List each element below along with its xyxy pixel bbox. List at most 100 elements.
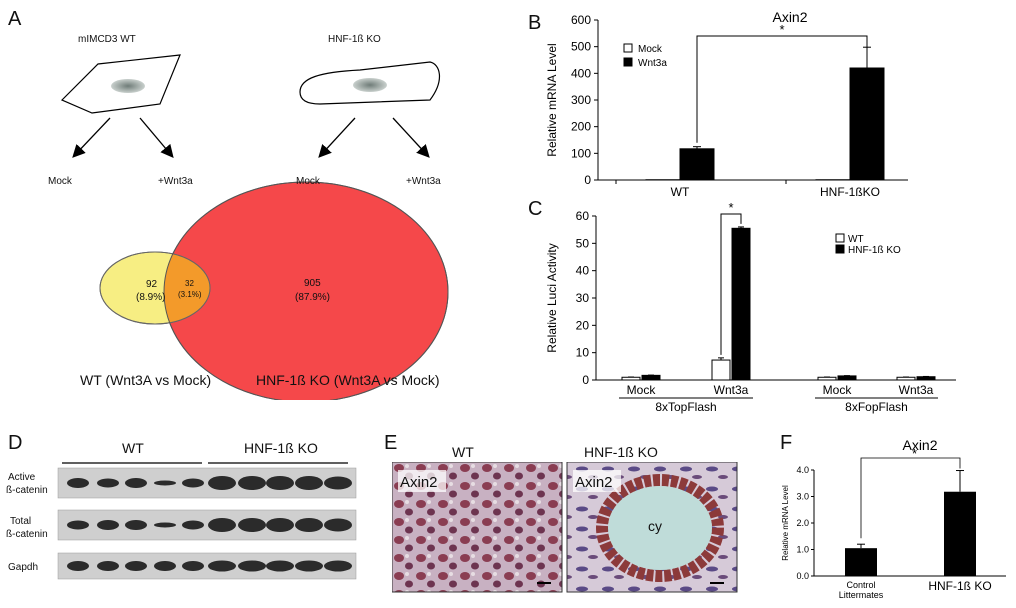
f-significance-bracket [860,457,961,539]
c-significance-bracket [720,213,742,355]
b-legend-label: Mock [638,44,663,55]
arrow-label-ko-wnt3a: +Wnt3a [406,176,441,187]
blot-band [182,520,204,530]
panel-d-letter: D [8,432,23,454]
histo-wt-title: WT [452,444,474,460]
f-xtick-label: Control [846,580,875,590]
venn-left-pct: (8.9%) [136,292,166,303]
western-blot [57,462,357,580]
b-ytick-label: 100 [571,146,591,160]
arrow-wt-mock [72,117,111,158]
blot-row-total-1: Total [10,516,32,527]
blot-wt-label: WT [122,440,144,456]
c-significance-star: * [728,200,733,215]
b-ytick-label: 500 [571,40,591,54]
ko-cell-label: HNF-1ß KO [328,34,381,45]
blot-band [208,560,236,572]
scale-bar-wt [537,582,551,584]
c-bar-ko [916,376,936,381]
f-ytick-label: 3.0 [796,492,809,502]
blot-band [125,520,147,530]
blot-band [182,478,204,488]
b-significance-bracket [696,35,868,143]
ko-cell-nucleus [353,78,387,92]
b-ytick-label: 200 [571,120,591,134]
venn-right-pct: (87.9%) [295,292,331,303]
c-ytick-label: 30 [576,291,590,305]
c-ytick-label: 20 [576,318,590,332]
venn-left-caption: WT (Wnt3A vs Mock) [80,372,212,388]
blot-band [67,561,89,571]
c-xtick-label: Mock [627,383,657,397]
blot-band [238,560,266,572]
blot-band [67,520,89,530]
c-legend-label: HNF-1ß KO [848,245,901,256]
c-ytick-label: 0 [582,373,589,387]
b-significance-star: * [779,22,784,37]
panel-c-letter: C [528,198,543,220]
blot-band [154,522,176,528]
blot-band [324,476,352,490]
c-bar-wt [817,376,837,381]
blot-band [97,478,119,488]
arrow-ko-mock [318,117,356,158]
c-bar-ko [641,374,661,381]
wt-cell-label: mIMCD3 WT [78,34,136,45]
b-bar-wnt3a [849,67,885,181]
c-legend-swatch [835,233,845,243]
c-legend-label: WT [848,234,864,245]
venn-left-count: 92 [146,279,158,290]
wt-cell-nucleus [111,79,145,93]
b-legend-swatch [623,57,633,67]
panel-a-schematic [60,54,449,400]
c-ytick-label: 10 [576,346,590,360]
panel-a-letter: A [8,8,22,30]
blot-band [295,560,323,572]
b-xtick-label: WT [671,185,690,199]
chart-f: 0.0 1.0 2.0 3.0 4.0 Relative mRNA Level Axin2 C… [781,437,1006,600]
blot-band [208,518,236,532]
blot-band [125,561,147,571]
blot-row-active-2: ß-catenin [6,485,48,496]
histo-cyst-label: cy [648,518,662,534]
c-xtick-label: Wnt3a [714,383,749,397]
histo-wt-stain: Axin2 [400,474,438,491]
panel-b-letter: B [528,12,542,34]
venn-overlap-count: 32 [185,279,194,288]
f-xtick-label: Littermates [839,590,884,600]
venn-overlap-pct: (3.1%) [178,290,202,299]
f-ylabel: Relative mRNA Level [781,485,790,561]
blot-band [125,478,147,488]
blot-row-gapdh: Gapdh [8,562,39,573]
f-xtick-label: HNF-1ß KO [928,579,991,593]
f-ytick-label: 0.0 [796,571,809,581]
c-ytick-label: 60 [576,209,590,223]
c-group-label: 8xFopFlash [845,400,908,414]
b-ytick-label: 300 [571,93,591,107]
venn-right-count: 905 [304,278,321,289]
scale-bar-ko [710,582,724,584]
venn-right-caption: HNF-1ß KO (Wnt3A vs Mock) [256,372,440,388]
histo-ko-title: HNF-1ß KO [584,444,658,460]
blot-band [324,518,352,532]
chart-b: 0 100 200 300 400 500 600 Relative mRNA Level Ax… [545,9,908,199]
b-ytick-label: 0 [584,173,591,187]
f-ytick-label: 2.0 [796,518,809,528]
blot-row-active-1: Active [8,472,36,483]
blot-band [238,518,266,532]
arrow-label-wt-wnt3a: +Wnt3a [158,176,193,187]
c-bar-wt [896,376,916,381]
blot-band [154,480,176,486]
b-ylabel: Relative mRNA Level [545,43,559,156]
blot-band [97,561,119,571]
c-bar-wt [711,359,731,381]
arrow-wt-wnt3a [139,117,174,158]
blot-band [238,476,266,490]
blot-band [182,561,204,571]
c-xtick-label: Wnt3a [899,383,934,397]
blot-ko-label: HNF-1ß KO [244,440,318,456]
blot-band [324,560,352,572]
histology-images [392,462,738,593]
b-bar-wnt3a [679,148,715,181]
cyst-epithelium [596,474,724,582]
